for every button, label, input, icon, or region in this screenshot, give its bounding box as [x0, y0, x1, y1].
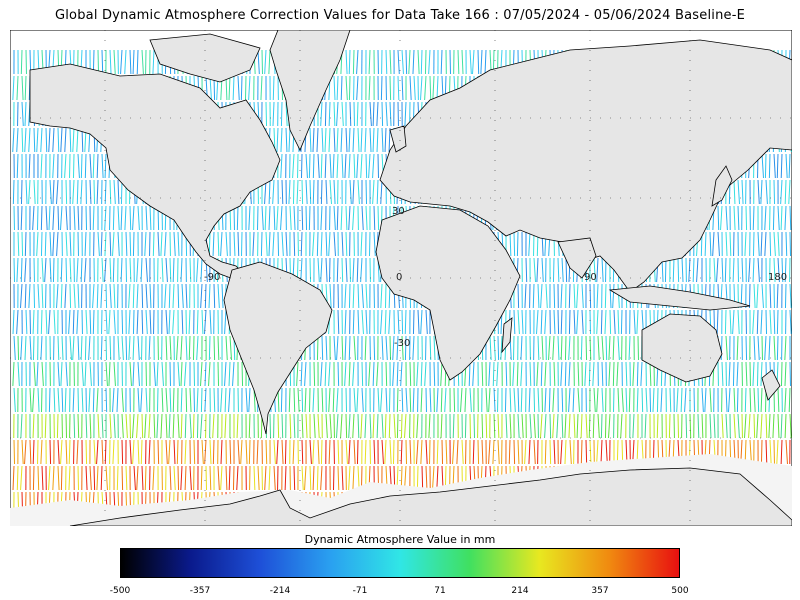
lon-label-180: 180 — [768, 272, 787, 283]
world-map: -90 0 90 180 30 -30 — [10, 30, 792, 526]
colorbar-tick-label: 71 — [434, 586, 446, 596]
lon-label-minus90: -90 — [204, 272, 220, 283]
indonesia-land — [608, 285, 751, 311]
japan-land — [711, 165, 733, 207]
australia-land — [641, 313, 723, 383]
page-title: Global Dynamic Atmosphere Correction Val… — [54, 8, 746, 23]
lon-label-0: 0 — [396, 272, 402, 283]
arctic-islands-land — [149, 33, 261, 83]
antarctica-land — [69, 467, 792, 526]
eurasia-land — [379, 39, 792, 293]
colorbar-tick-label: -71 — [352, 586, 368, 596]
legend-title: Dynamic Atmosphere Value in mm — [304, 533, 496, 546]
colorbar-tick-label: 357 — [591, 586, 609, 596]
new-zealand-land — [761, 369, 781, 401]
india-land — [557, 237, 597, 279]
graticule-lines — [10, 30, 792, 526]
madagascar-land — [501, 317, 513, 354]
colorbar-tick-label: 214 — [511, 586, 529, 596]
north-america-land — [29, 63, 281, 281]
british-isles-land — [389, 125, 407, 153]
lat-label-30: 30 — [392, 206, 405, 217]
lon-label-90: 90 — [584, 272, 597, 283]
colorbar-tick-label: -357 — [189, 586, 211, 596]
colorbar-tick-label: 500 — [671, 586, 689, 596]
lat-label-minus30: -30 — [394, 338, 410, 349]
colorbar — [120, 548, 680, 578]
colorbar-tick-label: -214 — [269, 586, 291, 596]
colorbar-tick-label: -500 — [109, 586, 131, 596]
africa-land — [375, 205, 521, 381]
south-america-land — [223, 261, 333, 435]
